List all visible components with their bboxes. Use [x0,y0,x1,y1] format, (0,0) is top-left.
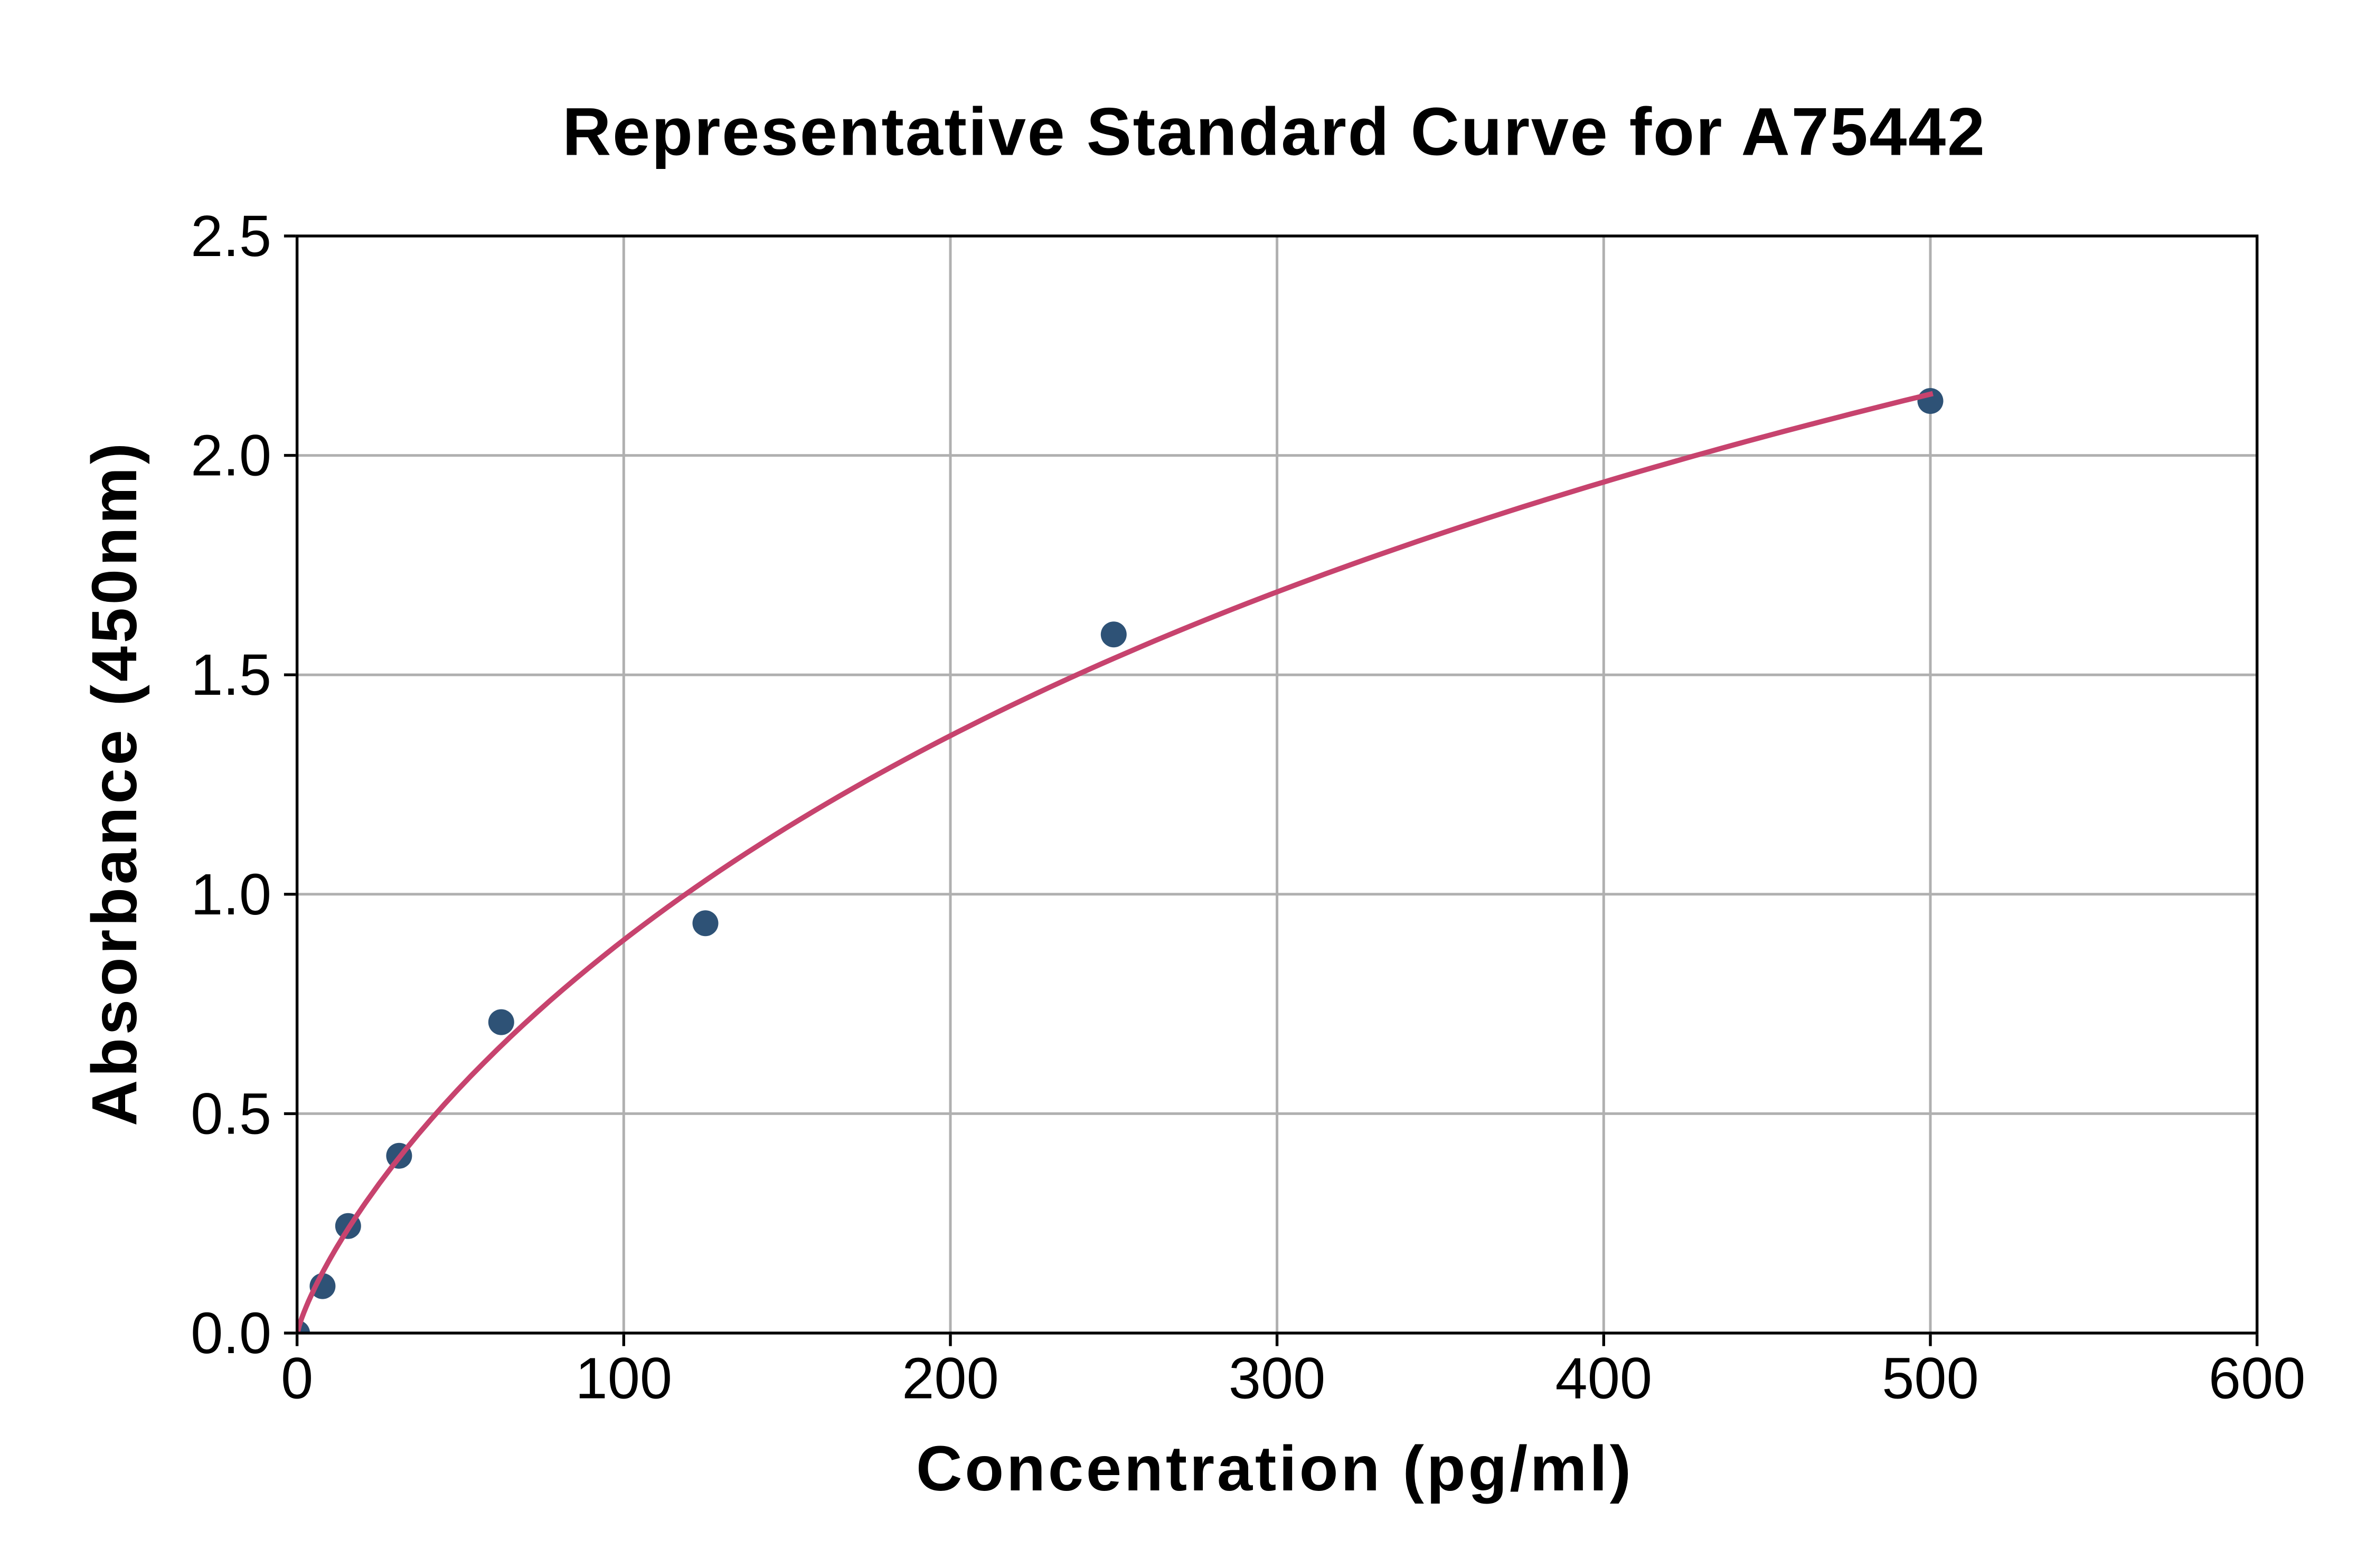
svg-text:500: 500 [1882,1346,1979,1411]
svg-text:2.5: 2.5 [191,204,271,269]
svg-text:0: 0 [281,1346,313,1411]
svg-text:0.5: 0.5 [191,1081,271,1146]
svg-text:Representative Standard Curve: Representative Standard Curve for A75442 [562,95,1985,170]
svg-text:0.0: 0.0 [191,1301,271,1366]
svg-text:1.5: 1.5 [191,643,271,707]
svg-text:200: 200 [902,1346,999,1411]
svg-text:1.0: 1.0 [191,862,271,927]
svg-text:2.0: 2.0 [191,423,271,488]
svg-text:Absorbance (450nm): Absorbance (450nm) [78,443,150,1126]
svg-text:400: 400 [1555,1346,1653,1411]
svg-text:100: 100 [576,1346,673,1411]
svg-text:300: 300 [1229,1346,1326,1411]
svg-text:600: 600 [2209,1346,2306,1411]
svg-text:Concentration (pg/ml): Concentration (pg/ml) [916,1432,1631,1504]
